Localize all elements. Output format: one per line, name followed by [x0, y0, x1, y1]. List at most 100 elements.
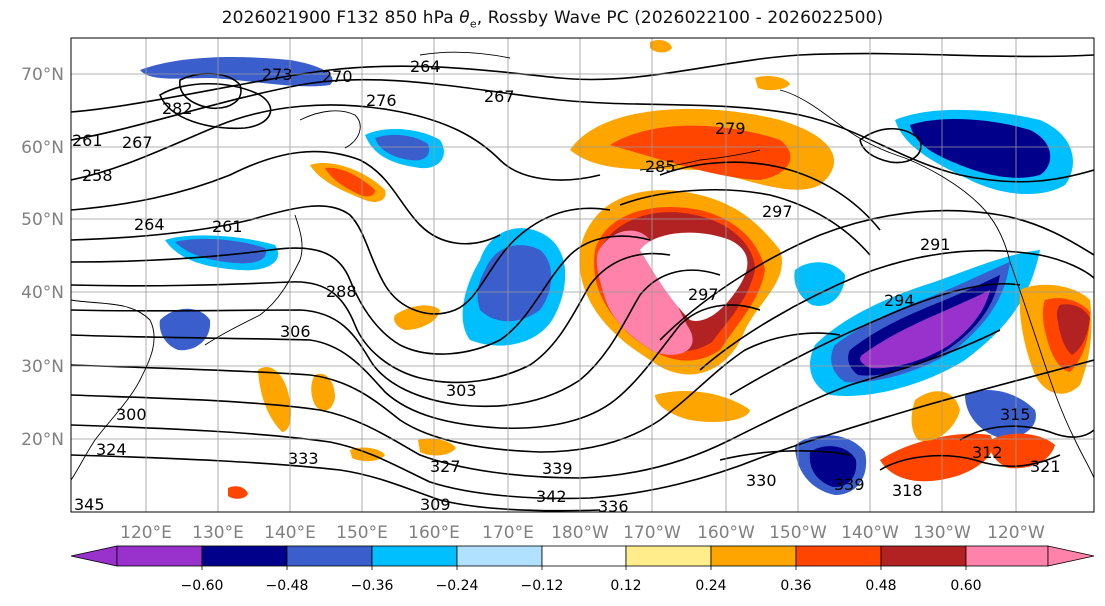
contour-line — [71, 359, 1094, 500]
contour-label: 321 — [1030, 457, 1061, 476]
colorbar-tick-label: 0.60 — [950, 578, 981, 594]
lon-label-180w: 180°W — [551, 523, 609, 543]
warm-anomaly-small-islands — [228, 486, 248, 499]
lon-label-160e: 160°E — [408, 523, 460, 543]
cool-anomaly-central-pacific-core — [477, 245, 552, 322]
coastline-kamchatka — [299, 110, 361, 149]
warm-anomaly-west-pacific — [394, 305, 440, 330]
cool-anomaly-china-coast — [159, 308, 211, 351]
contour-label-group: 264 273 270 267 276 282 261 267 258 264 … — [72, 57, 1061, 516]
contour-line — [659, 161, 881, 231]
cool-anomaly-alaska-core — [910, 118, 1051, 178]
coastline-north-america — [1009, 261, 1094, 479]
colorbar-tick-label: 0.48 — [865, 578, 896, 594]
cool-anomaly-arctic — [140, 57, 333, 87]
contour-label: 267 — [484, 87, 515, 106]
warm-anomaly-gulf-of-alaska-core — [610, 125, 791, 180]
title-prefix: 2026021900 F132 850 hPa — [221, 8, 460, 28]
contour-label: 258 — [82, 166, 113, 185]
cool-anomaly-siberia-core — [375, 134, 430, 161]
contour-line — [71, 235, 651, 355]
contour-label: 345 — [74, 495, 105, 514]
title-theta-symbol: θ — [459, 8, 470, 28]
contour-line — [71, 252, 671, 384]
contour-label: 333 — [288, 449, 319, 468]
contour-label: 273 — [262, 65, 293, 84]
colorbar-tick-label: −0.48 — [266, 578, 309, 594]
colorbar-segment — [880, 545, 967, 567]
warm-anomaly-east-pacific-south-edge — [911, 391, 960, 441]
colorbar-segment — [116, 545, 203, 567]
contour-line — [71, 205, 611, 315]
map-frame — [70, 37, 1095, 513]
contour-label: 294 — [884, 291, 915, 310]
coastline-arctic-islands — [419, 51, 511, 59]
warm-anomaly-northeast-pacific-peak — [596, 230, 693, 355]
colorbar-extend-low — [70, 545, 118, 567]
colorbar-tick-label: −0.60 — [181, 578, 224, 594]
colorbar-tick-label: 0.12 — [610, 578, 641, 594]
warm-anomaly-mexico-coast — [989, 433, 1055, 469]
cool-anomaly-east-asia-core — [175, 238, 267, 264]
contour-line — [879, 454, 1061, 471]
colorbar — [70, 545, 1095, 570]
contour-label: 261 — [72, 131, 103, 150]
colorbar-tick-label: 0.36 — [780, 578, 811, 594]
lon-label-160w: 160°W — [697, 523, 755, 543]
contour-label: 309 — [420, 495, 451, 514]
warm-anomaly-philippine-sea — [311, 373, 335, 411]
lat-label-60n: 60°N — [21, 138, 64, 158]
contour-label: 264 — [410, 57, 441, 76]
lon-label-140e: 140°E — [264, 523, 316, 543]
warm-anomaly-kamchatka-core — [325, 167, 375, 197]
colorbar-segment — [456, 545, 543, 567]
lat-label-70n: 70°N — [21, 65, 64, 85]
lon-label-120e: 120°E — [120, 523, 172, 543]
contour-label: 300 — [116, 405, 147, 424]
contour-label: 336 — [598, 497, 629, 516]
latitude-labels: 70°N 60°N 50°N 40°N 30°N 20°N — [21, 65, 64, 450]
contour-label: 324 — [96, 440, 127, 459]
lon-label-170w: 170°W — [623, 523, 681, 543]
contour-label: 285 — [645, 157, 676, 176]
warm-anomaly-arctic-edge — [650, 40, 672, 53]
contour-label: 261 — [212, 217, 243, 236]
colorbar-tick-label: −0.12 — [521, 578, 564, 594]
contour-label: 303 — [446, 381, 477, 400]
graticule — [71, 38, 1094, 512]
lat-label-20n: 20°N — [21, 430, 64, 450]
contour-label: 270 — [322, 67, 353, 86]
contour-label: 312 — [972, 443, 1003, 462]
warm-anomaly-southwest-us-peak — [1056, 304, 1090, 355]
colorbar-segment — [201, 545, 288, 567]
title-suffix: , Rossby Wave PC (2026022100 - 202602250… — [476, 8, 884, 28]
contour-line — [719, 450, 851, 461]
lon-label-150w: 150°W — [769, 523, 827, 543]
colorbar-segment — [541, 545, 627, 567]
contour-line — [71, 304, 761, 430]
warm-anomaly-bering — [755, 76, 790, 91]
colorbar-extend-high — [1047, 545, 1095, 567]
lon-label-140w: 140°W — [841, 523, 899, 543]
colorbar-tick-label: 0.24 — [695, 578, 726, 594]
colorbar-segment — [371, 545, 458, 567]
contour-line — [959, 425, 1094, 441]
contour-label: 318 — [892, 481, 923, 500]
contour-label: 327 — [430, 457, 461, 476]
contour-label: 264 — [134, 215, 165, 234]
lat-label-40n: 40°N — [21, 283, 64, 303]
colorbar-tick-label: −0.24 — [436, 578, 479, 594]
contour-label: 267 — [122, 133, 153, 152]
contour-label: 297 — [688, 285, 719, 304]
contour-line — [699, 249, 1094, 371]
longitude-labels: 120°E 130°E 140°E 150°E 160°E 170°E 180°… — [120, 523, 1045, 543]
lat-label-30n: 30°N — [21, 357, 64, 377]
colorbar-segment — [710, 545, 797, 567]
cool-anomaly-east-pacific-band-peak — [860, 290, 990, 369]
map-plot-area — [71, 38, 1094, 512]
warm-anomaly-east-pacific-south — [880, 433, 994, 482]
cool-anomaly-subtropical-north-pacific-core — [809, 446, 857, 488]
coastline-aleutians — [639, 149, 761, 171]
